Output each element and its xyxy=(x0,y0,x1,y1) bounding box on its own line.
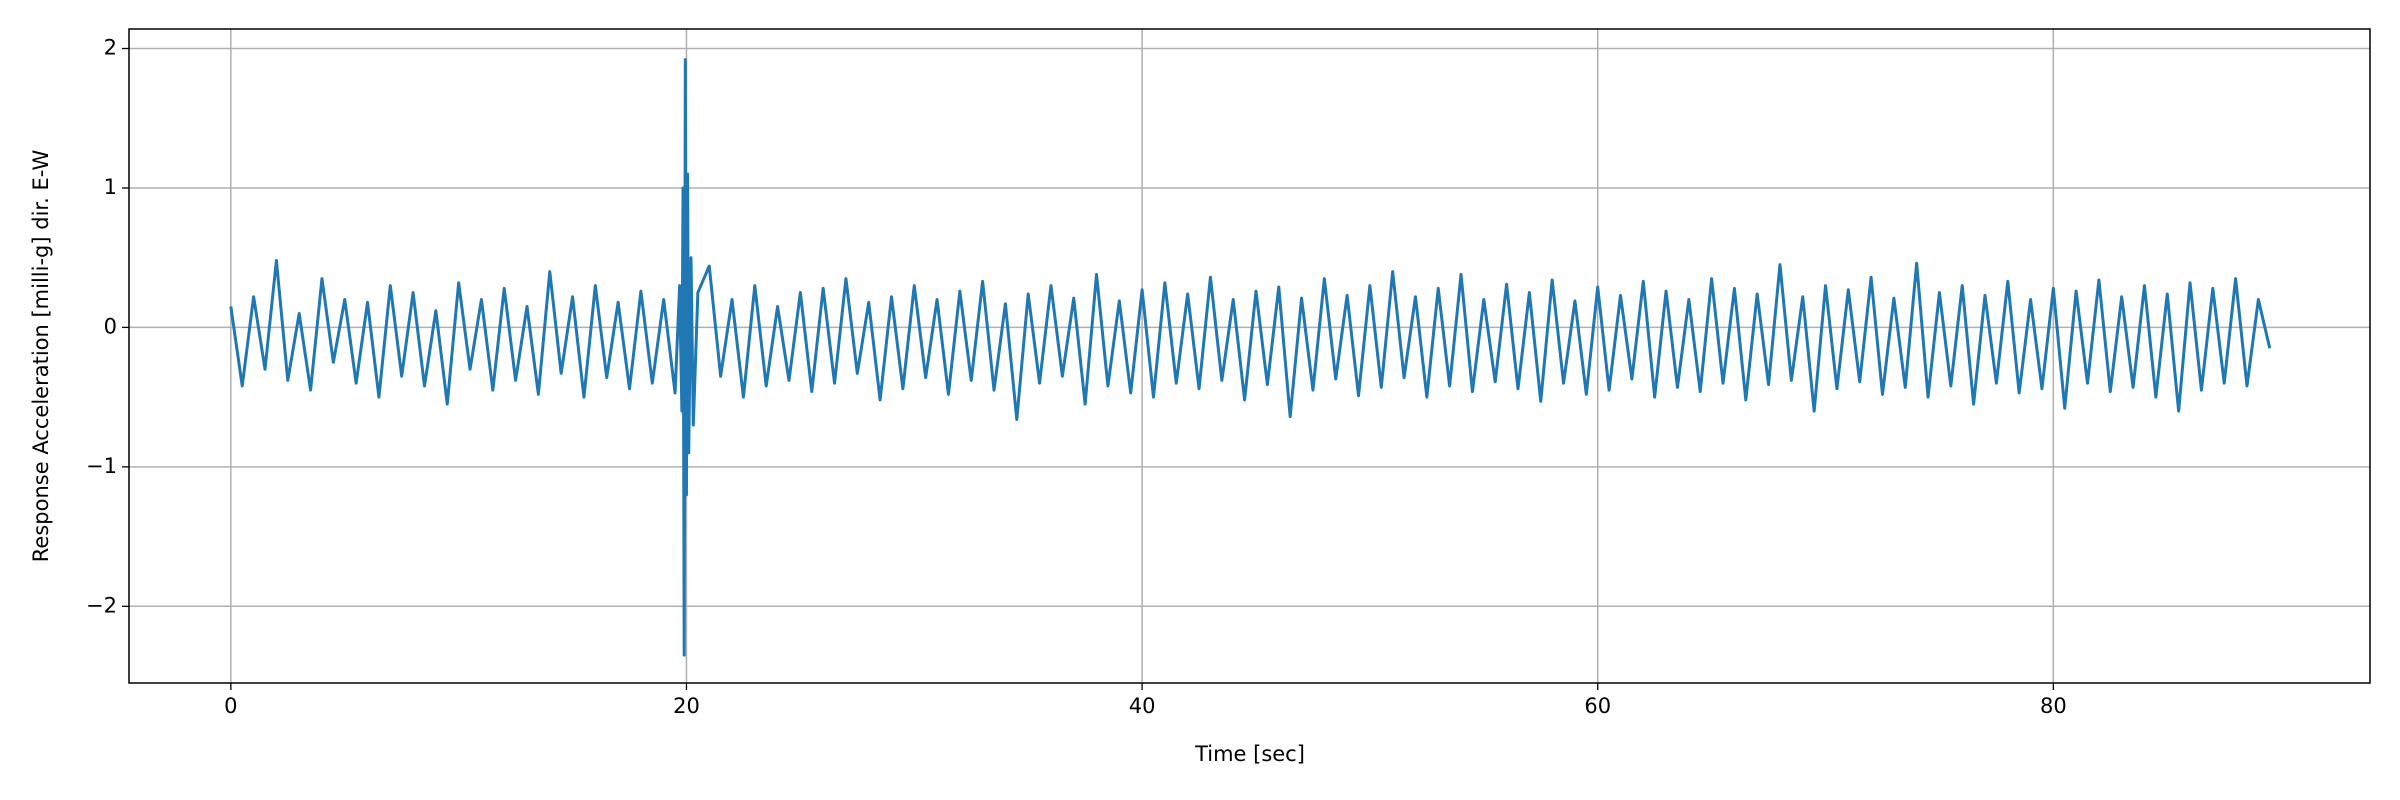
ticks: 0 20 40 60 80 −2 −1 0 1 2 xyxy=(86,36,2067,718)
y-axis-label: Response Acceleration [milli-g] dir. E-W xyxy=(29,150,53,563)
y-tick-label: −1 xyxy=(86,454,117,478)
grid xyxy=(129,29,2370,683)
x-tick-label: 80 xyxy=(2040,694,2067,718)
x-tick-label: 40 xyxy=(1129,694,1156,718)
y-tick-label: 2 xyxy=(104,36,117,60)
data-line xyxy=(229,58,2272,657)
y-tick-label: 0 xyxy=(104,314,117,338)
y-tick-label: 1 xyxy=(104,175,117,199)
x-axis-label: Time [sec] xyxy=(1194,742,1305,766)
x-tick-label: 0 xyxy=(224,694,237,718)
axes-frame xyxy=(128,28,2371,684)
y-tick-label: −2 xyxy=(86,593,117,617)
x-tick-label: 20 xyxy=(673,694,700,718)
x-tick-label: 60 xyxy=(1584,694,1611,718)
plot-area xyxy=(229,58,2272,657)
